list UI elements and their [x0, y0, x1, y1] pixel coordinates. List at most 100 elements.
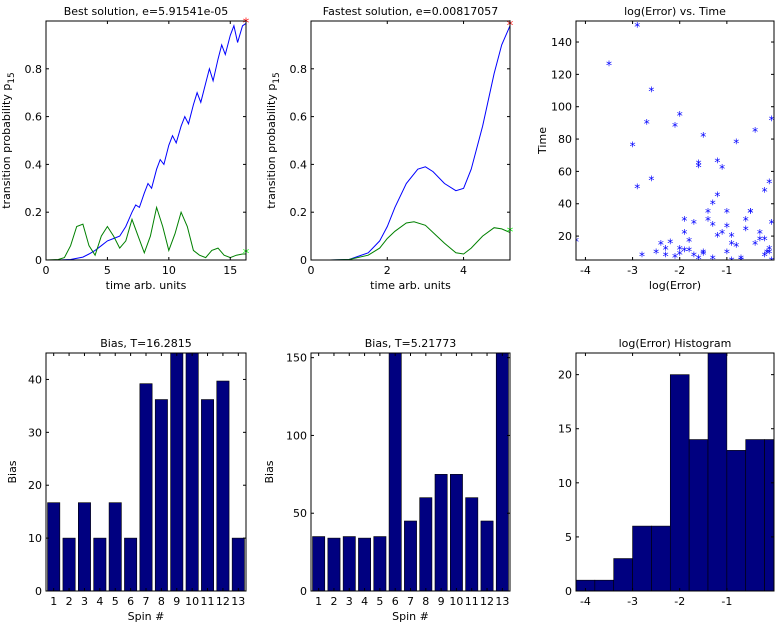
scatter-point: *: [719, 162, 725, 176]
plot-area: [46, 22, 246, 260]
y-tick-label: 0.4: [290, 158, 308, 171]
histogram-bar: [707, 353, 728, 591]
y-axis-label-text: transition probability p: [265, 84, 278, 209]
x-tick-label: 10: [449, 595, 463, 608]
y-tick-label: 0.8: [25, 63, 43, 76]
bar: [124, 537, 138, 591]
scatter-point: *: [762, 250, 768, 264]
scatter-point: *: [714, 156, 720, 170]
axes-box: [310, 20, 511, 261]
scatter-point: *: [653, 246, 659, 260]
scatter-point: *: [672, 251, 678, 265]
scatter-point: *: [710, 219, 716, 233]
histogram-bar: [613, 558, 633, 591]
scatter-point: *: [733, 136, 739, 150]
series-target-line: [46, 22, 246, 260]
x-tick-label: 5: [376, 595, 383, 608]
x-tick-label: 5: [112, 595, 119, 608]
x-tick-label: 0: [43, 264, 50, 277]
scatter-point: *: [634, 182, 640, 196]
histogram-bar: [632, 525, 652, 591]
histogram-bar: [726, 450, 747, 591]
chart-title: Bias, T=16.2815: [100, 337, 192, 350]
bar: [216, 380, 230, 591]
y-tick-label: 0.4: [25, 158, 43, 171]
x-tick-label: 13: [231, 595, 245, 608]
chart-6: -4 -3 -2 -1 0 5 10 15 20 log(Error) Histogram: [558, 337, 775, 608]
scatter-point: *: [766, 177, 772, 191]
scatter-point: *: [769, 217, 775, 231]
scatter-point: *: [766, 246, 772, 260]
x-axis-label: Spin #: [128, 610, 165, 623]
scatter-point: *: [681, 245, 687, 259]
bar: [170, 353, 184, 591]
x-tick-label: 7: [407, 595, 414, 608]
x-tick-label: 2: [330, 595, 337, 608]
x-tick-label: 2: [384, 264, 391, 277]
y-tick-label: 5: [565, 531, 572, 544]
y-tick-label: 0: [35, 585, 42, 598]
bar: [108, 502, 122, 591]
scatter-point: *: [724, 246, 730, 260]
x-tick-label: 6: [392, 595, 399, 608]
x-tick-label: 3: [346, 595, 353, 608]
x-axis-label: time arb. units: [106, 279, 187, 292]
x-tick-label: 8: [422, 595, 429, 608]
scatter-point: *: [757, 227, 763, 241]
x-tick-label: -4: [580, 595, 591, 608]
bar: [231, 537, 245, 591]
scatter-point: *: [677, 109, 683, 123]
plot-area: [47, 353, 245, 591]
chart-title: log(Error) Histogram: [619, 337, 732, 350]
scatter-point: *: [639, 250, 645, 264]
x-axis-label: Spin #: [392, 610, 429, 623]
scatter-point: *: [743, 224, 749, 238]
y-axis-label-text: Time: [536, 127, 549, 155]
y-tick-label: 100: [551, 101, 572, 114]
bar: [312, 536, 326, 591]
scatter-point: *: [648, 173, 654, 187]
bar: [388, 353, 402, 591]
y-tick-label: 20: [558, 369, 572, 382]
plot-area: ************ ************************ ****…: [576, 21, 775, 267]
y-axis-label-text: Bias: [6, 460, 19, 483]
x-tick-label: 3: [81, 595, 88, 608]
y-tick-label: 0: [35, 254, 42, 267]
y-axis-label: transition probability p15: [265, 72, 282, 209]
scatter-point: *: [681, 227, 687, 241]
scatter-point: *: [743, 214, 749, 228]
histogram-bar: [745, 439, 765, 591]
y-axis-label-subscript: 15: [7, 72, 17, 83]
x-tick-label: 13: [495, 595, 509, 608]
scatter-point: *: [738, 253, 744, 267]
x-tick-label: -1: [721, 595, 732, 608]
scatter-point: *: [762, 233, 768, 247]
scatter-point: *: [672, 120, 678, 134]
y-tick-label: 140: [551, 36, 572, 49]
scatter-point: *: [663, 243, 669, 257]
x-tick-label: 11: [465, 595, 479, 608]
chart-title: log(Error) vs. Time: [624, 5, 726, 18]
x-axis-label: time arb. units: [370, 279, 451, 292]
y-axis-label: Bias: [6, 460, 19, 483]
y-tick-label: 30: [28, 426, 42, 439]
scatter-point: *: [724, 220, 730, 234]
scatter-point: *: [691, 217, 697, 231]
scatter-point: *: [752, 125, 758, 139]
scatter-point: *: [769, 114, 775, 128]
scatter-point: *: [606, 59, 612, 73]
scatter-point: *: [757, 233, 763, 247]
histogram-bar: [688, 439, 709, 591]
x-tick-label: -3: [627, 264, 638, 277]
scatter-point: *: [630, 140, 636, 154]
y-tick-label: 40: [558, 198, 572, 211]
y-tick-label: 15: [558, 423, 572, 436]
x-tick-label: 7: [143, 595, 150, 608]
scatter-point: *: [700, 130, 706, 144]
plot-area: [576, 353, 774, 591]
scatter-point: *: [696, 161, 702, 175]
bar: [154, 399, 168, 591]
bar: [480, 520, 494, 591]
scatter-point: *: [710, 198, 716, 212]
